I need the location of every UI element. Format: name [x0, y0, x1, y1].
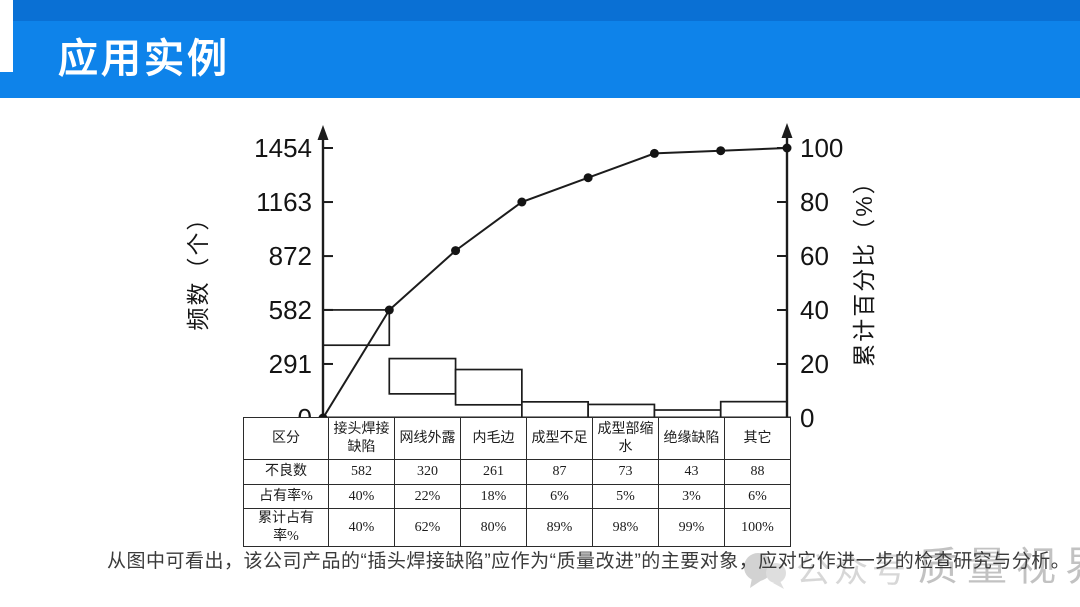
- header-top-band: [13, 0, 1080, 21]
- table-cell: 100%: [724, 508, 791, 547]
- table-cell: 62%: [394, 508, 461, 547]
- left-tick-label: 872: [269, 241, 312, 271]
- cumulative-point: [583, 173, 593, 183]
- header-bar: [0, 0, 1080, 98]
- bar-网线外露: [388, 357, 457, 395]
- table-cell: 99%: [658, 508, 725, 547]
- table-cell: 80%: [460, 508, 527, 547]
- table-cell: 成型部缩水: [592, 417, 659, 460]
- watermark: 公众号 质量视界: [742, 534, 1080, 592]
- chat-bubbles-icon: [744, 553, 786, 589]
- table-cell: 内毛边: [460, 417, 527, 460]
- cumulative-point: [649, 148, 659, 158]
- right-tick-label: 40: [800, 295, 829, 325]
- bars-group: [322, 309, 788, 419]
- cumulative-point: [517, 197, 527, 207]
- right-tick-label: 0: [800, 403, 814, 433]
- left-tick-label: 291: [269, 349, 312, 379]
- watermark-brand: 质量视界: [918, 545, 1080, 589]
- table-cell: 98%: [592, 508, 659, 547]
- table-cell: 582: [328, 459, 395, 485]
- page-title: 应用实例: [58, 37, 230, 81]
- cumulative-point: [782, 143, 792, 153]
- row-header: 占有率%: [243, 484, 329, 509]
- right-tick-label: 80: [800, 187, 829, 217]
- table-cell: 网线外露: [394, 417, 461, 460]
- bar-内毛边: [454, 368, 523, 406]
- watermark-prefix: 公众号: [796, 552, 910, 590]
- table-cell: 43: [658, 459, 725, 485]
- bar-其它: [719, 400, 788, 419]
- table-cell: 接头焊接缺陷: [328, 417, 395, 460]
- table-row: 占有率% 40% 22% 18% 6% 5% 3% 6%: [243, 484, 791, 509]
- table-cell: 73: [592, 459, 659, 485]
- caption-text: 从图中可看出，该公司产品的“插头焊接缺陷”应作为“质量改进”的主要对象，应对它作…: [107, 551, 1071, 572]
- table-cell: 绝缘缺陷: [658, 417, 725, 460]
- row-header: 累计占有率%: [243, 508, 329, 547]
- table-cell: 89%: [526, 508, 593, 547]
- bar-成型不足: [521, 400, 589, 419]
- left-tick-label: 582: [269, 295, 312, 325]
- left-axis-ticks: 029158287211631454: [254, 133, 333, 433]
- table-cell: 成型不足: [526, 417, 593, 460]
- table-cell: 320: [394, 459, 461, 485]
- table-cell: 6%: [724, 484, 791, 509]
- table-cell: 40%: [328, 484, 395, 509]
- row-header: 区分: [243, 417, 329, 460]
- right-tick-label: 20: [800, 349, 829, 379]
- right-axis-ticks: 0 20 40 60 80 100: [777, 133, 843, 433]
- bar-成型部缩水: [587, 403, 656, 419]
- header-corner-notch: [0, 0, 13, 72]
- cumulative-line-group: [318, 143, 792, 423]
- cumulative-point: [384, 305, 394, 315]
- left-tick-label: 1163: [256, 187, 312, 217]
- table-row: 不良数 582 320 261 87 73 43 88: [243, 459, 791, 485]
- right-axis-label: 累计百分比（%）: [851, 169, 877, 366]
- table-cell: 其它: [724, 417, 791, 460]
- table-cell: 3%: [658, 484, 725, 509]
- data-table: 区分 接头焊接缺陷 网线外露 内毛边 成型不足 成型部缩水 绝缘缺陷 其它 不良数 582 320 2…: [243, 417, 791, 547]
- table-cell: 6%: [526, 484, 593, 509]
- row-header: 不良数: [243, 459, 329, 485]
- cumulative-line: [322, 147, 788, 419]
- table-row: 累计占有率% 40% 62% 80% 89% 98% 99% 100%: [243, 508, 791, 547]
- cumulative-point: [451, 246, 461, 256]
- left-tick-label: 1454: [254, 133, 312, 163]
- table-cell: 18%: [460, 484, 527, 509]
- right-tick-label: 60: [800, 241, 829, 271]
- table-cell: 22%: [394, 484, 461, 509]
- table-cell: 261: [460, 459, 527, 485]
- cumulative-point: [716, 146, 726, 156]
- right-tick-label: 100: [800, 133, 843, 163]
- left-axis-label: 频数（个）: [185, 206, 211, 331]
- table-cell: 88: [724, 459, 791, 485]
- left-axis-arrow: [317, 125, 329, 140]
- table-header-row: 区分 接头焊接缺陷 网线外露 内毛边 成型不足 成型部缩水 绝缘缺陷 其它: [243, 417, 791, 460]
- table-cell: 40%: [328, 508, 395, 547]
- right-axis-arrow: [781, 123, 793, 138]
- table-cell: 87: [526, 459, 593, 485]
- table-cell: 5%: [592, 484, 659, 509]
